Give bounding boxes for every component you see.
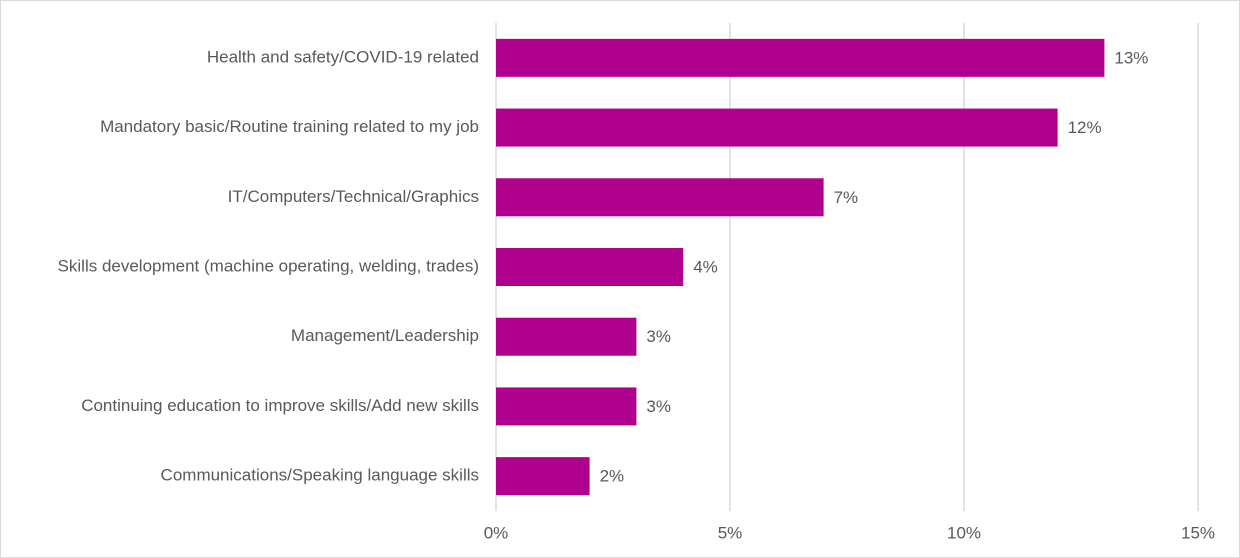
y-tick-label: Health and safety/COVID-19 related xyxy=(207,47,479,66)
value-label: 4% xyxy=(693,257,718,276)
y-tick-label: Continuing education to improve skills/A… xyxy=(81,396,479,415)
x-tick-label: 0% xyxy=(484,523,509,542)
value-label: 3% xyxy=(646,397,671,416)
bar xyxy=(496,317,637,356)
bar xyxy=(496,457,590,496)
value-label: 12% xyxy=(1068,118,1102,137)
y-tick-label: Management/Leadership xyxy=(291,326,479,345)
value-label: 7% xyxy=(834,188,859,207)
x-tick-label: 15% xyxy=(1181,523,1215,542)
bar xyxy=(496,387,637,426)
value-label: 3% xyxy=(646,327,671,346)
x-tick-label: 5% xyxy=(718,523,743,542)
value-label: 13% xyxy=(1114,48,1148,67)
bar xyxy=(496,108,1058,147)
y-tick-label: Skills development (machine operating, w… xyxy=(58,256,479,275)
value-label: 2% xyxy=(600,467,625,486)
y-tick-label: IT/Computers/Technical/Graphics xyxy=(228,187,479,206)
bar xyxy=(496,248,684,286)
bar xyxy=(496,178,824,217)
bar xyxy=(496,38,1105,77)
x-tick-label: 10% xyxy=(947,523,981,542)
y-tick-label: Mandatory basic/Routine training related… xyxy=(100,117,479,136)
y-tick-label: Communications/Speaking language skills xyxy=(161,466,479,485)
